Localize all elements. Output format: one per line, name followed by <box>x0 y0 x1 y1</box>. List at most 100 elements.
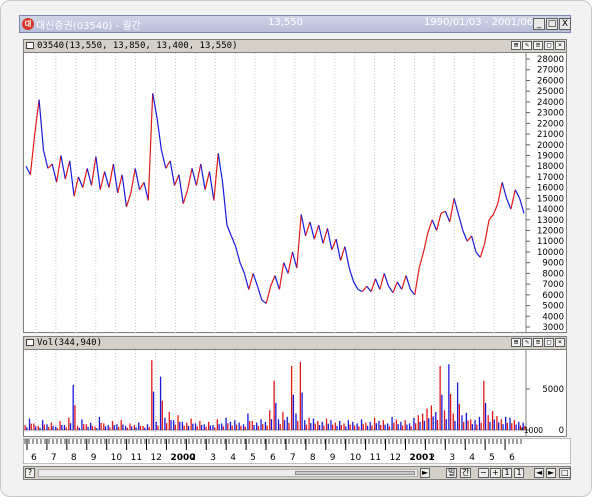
price-pane-title: 03540(13,550, 13,850, 13,400, 13,550) <box>37 41 238 51</box>
date-range: 1990/01/03 - 2001/06/04 <box>424 17 550 28</box>
volume-bar <box>347 420 350 430</box>
price-tick-label: 25000 <box>537 87 564 97</box>
volume-bar <box>104 426 107 430</box>
pane-properties-icon[interactable]: ⊞ <box>511 338 521 347</box>
volume-bar <box>260 419 262 430</box>
volume-bar <box>225 417 227 430</box>
volume-bar <box>78 427 80 430</box>
price-line-segment <box>77 176 84 188</box>
pane-close-icon[interactable]: × <box>555 338 565 347</box>
price-line-segment <box>261 299 267 304</box>
price-tick-label: 19000 <box>537 151 564 161</box>
volume-bar <box>378 420 380 430</box>
volume-bar <box>264 421 267 430</box>
volume-bar <box>235 424 238 430</box>
volume-bar <box>360 419 363 430</box>
scroll-left-arrow-button[interactable]: ◄ <box>534 468 545 478</box>
volume-bar <box>297 420 299 430</box>
price-line-segment <box>335 238 342 261</box>
zoom-in-button[interactable]: + <box>490 468 501 478</box>
volume-bar <box>327 423 329 430</box>
volume-bar <box>413 417 415 430</box>
price-line-segment <box>204 171 211 190</box>
price-line-segment <box>505 198 512 210</box>
volume-bar <box>131 426 133 430</box>
volume-bar <box>279 424 281 430</box>
price-line-segment <box>300 214 307 236</box>
time-axis-label: 6 <box>509 453 515 463</box>
volume-bar <box>251 420 253 430</box>
pane-maximize-icon[interactable]: □ <box>544 338 554 347</box>
price-tick-label: 16000 <box>537 184 564 194</box>
pane-list-icon[interactable]: ≡ <box>533 41 543 50</box>
volume-bar <box>387 423 389 430</box>
volume-bar <box>151 360 153 430</box>
price-line-segment <box>274 275 280 290</box>
maximize-button[interactable]: □ <box>546 18 558 30</box>
scroll-right-button[interactable]: ► <box>420 468 431 478</box>
volume-bar <box>283 420 286 430</box>
volume-bar <box>166 423 168 430</box>
restore-button[interactable]: □ <box>559 468 571 478</box>
period-daily-button[interactable]: 일 <box>446 468 458 478</box>
horizontal-scrollbar[interactable] <box>38 469 418 477</box>
price-tick-label: 11000 <box>537 237 564 247</box>
scrollbar-thumb[interactable] <box>295 471 415 475</box>
pane-properties-icon[interactable]: ⊞ <box>511 41 521 50</box>
pane-close-icon[interactable]: × <box>555 41 565 50</box>
volume-bar <box>199 420 201 430</box>
price-line-segment <box>51 163 58 183</box>
volume-bar <box>48 426 50 430</box>
price-line-segment <box>427 219 433 233</box>
price-pane: 03540(13,550, 13,850, 13,400, 13,550) ⊞ … <box>23 39 567 333</box>
title-bar[interactable]: 대 대신증권(03540) - 월간 13,550 1990/01/03 - 2… <box>19 15 571 33</box>
price-line-segment <box>475 251 481 258</box>
zoom-out-button[interactable]: − <box>478 468 489 478</box>
price-line-segment <box>86 168 93 186</box>
price-line-segment <box>265 286 272 304</box>
zoom-step-1-button[interactable]: 1 <box>502 468 512 478</box>
help-button[interactable]: ? <box>25 468 35 478</box>
volume-bar <box>168 411 170 430</box>
volume-bar <box>83 424 85 430</box>
time-axis-label: 2001 <box>409 453 434 463</box>
price-line-segment <box>217 153 224 183</box>
volume-bar <box>465 412 467 430</box>
time-axis-label: 12 <box>151 453 162 463</box>
price-line-segment <box>239 262 245 274</box>
volume-bar <box>144 427 146 430</box>
volume-bar <box>133 425 135 430</box>
pane-edit-icon[interactable]: ✎ <box>522 338 532 347</box>
minimize-button[interactable]: _ <box>533 18 545 30</box>
pane-list-icon[interactable]: ≡ <box>533 338 543 347</box>
pane-edit-icon[interactable]: ✎ <box>522 41 532 50</box>
price-line-segment <box>130 168 136 194</box>
price-line-segment <box>470 235 477 253</box>
time-axis-label: 6 <box>270 453 276 463</box>
pane-icon <box>26 42 34 49</box>
price-line-segment <box>82 168 88 188</box>
volume-bar <box>266 425 268 430</box>
volume-bar <box>282 411 284 430</box>
volume-bar <box>222 426 225 430</box>
volume-bar <box>415 423 417 430</box>
price-line-segment <box>322 228 328 244</box>
volume-bar <box>61 425 63 430</box>
volume-bar <box>216 419 218 430</box>
zoom-step-2-button[interactable]: 1 <box>514 468 524 478</box>
pane-maximize-icon[interactable]: □ <box>544 41 554 50</box>
volume-bar <box>55 426 57 430</box>
volume-bar <box>321 421 323 430</box>
price-tick-label: 9000 <box>542 259 564 269</box>
volume-bar <box>519 425 522 430</box>
volume-bar <box>408 423 411 430</box>
price-line-segment <box>169 160 176 186</box>
volume-bar <box>417 415 419 430</box>
volume-bar <box>391 416 393 430</box>
price-line-segment <box>104 171 110 188</box>
period-interval-button[interactable]: 간 <box>460 468 472 478</box>
scroll-right-arrow-button[interactable]: ► <box>546 468 557 478</box>
price-line-segment <box>331 238 337 251</box>
close-button[interactable]: X <box>559 18 571 30</box>
